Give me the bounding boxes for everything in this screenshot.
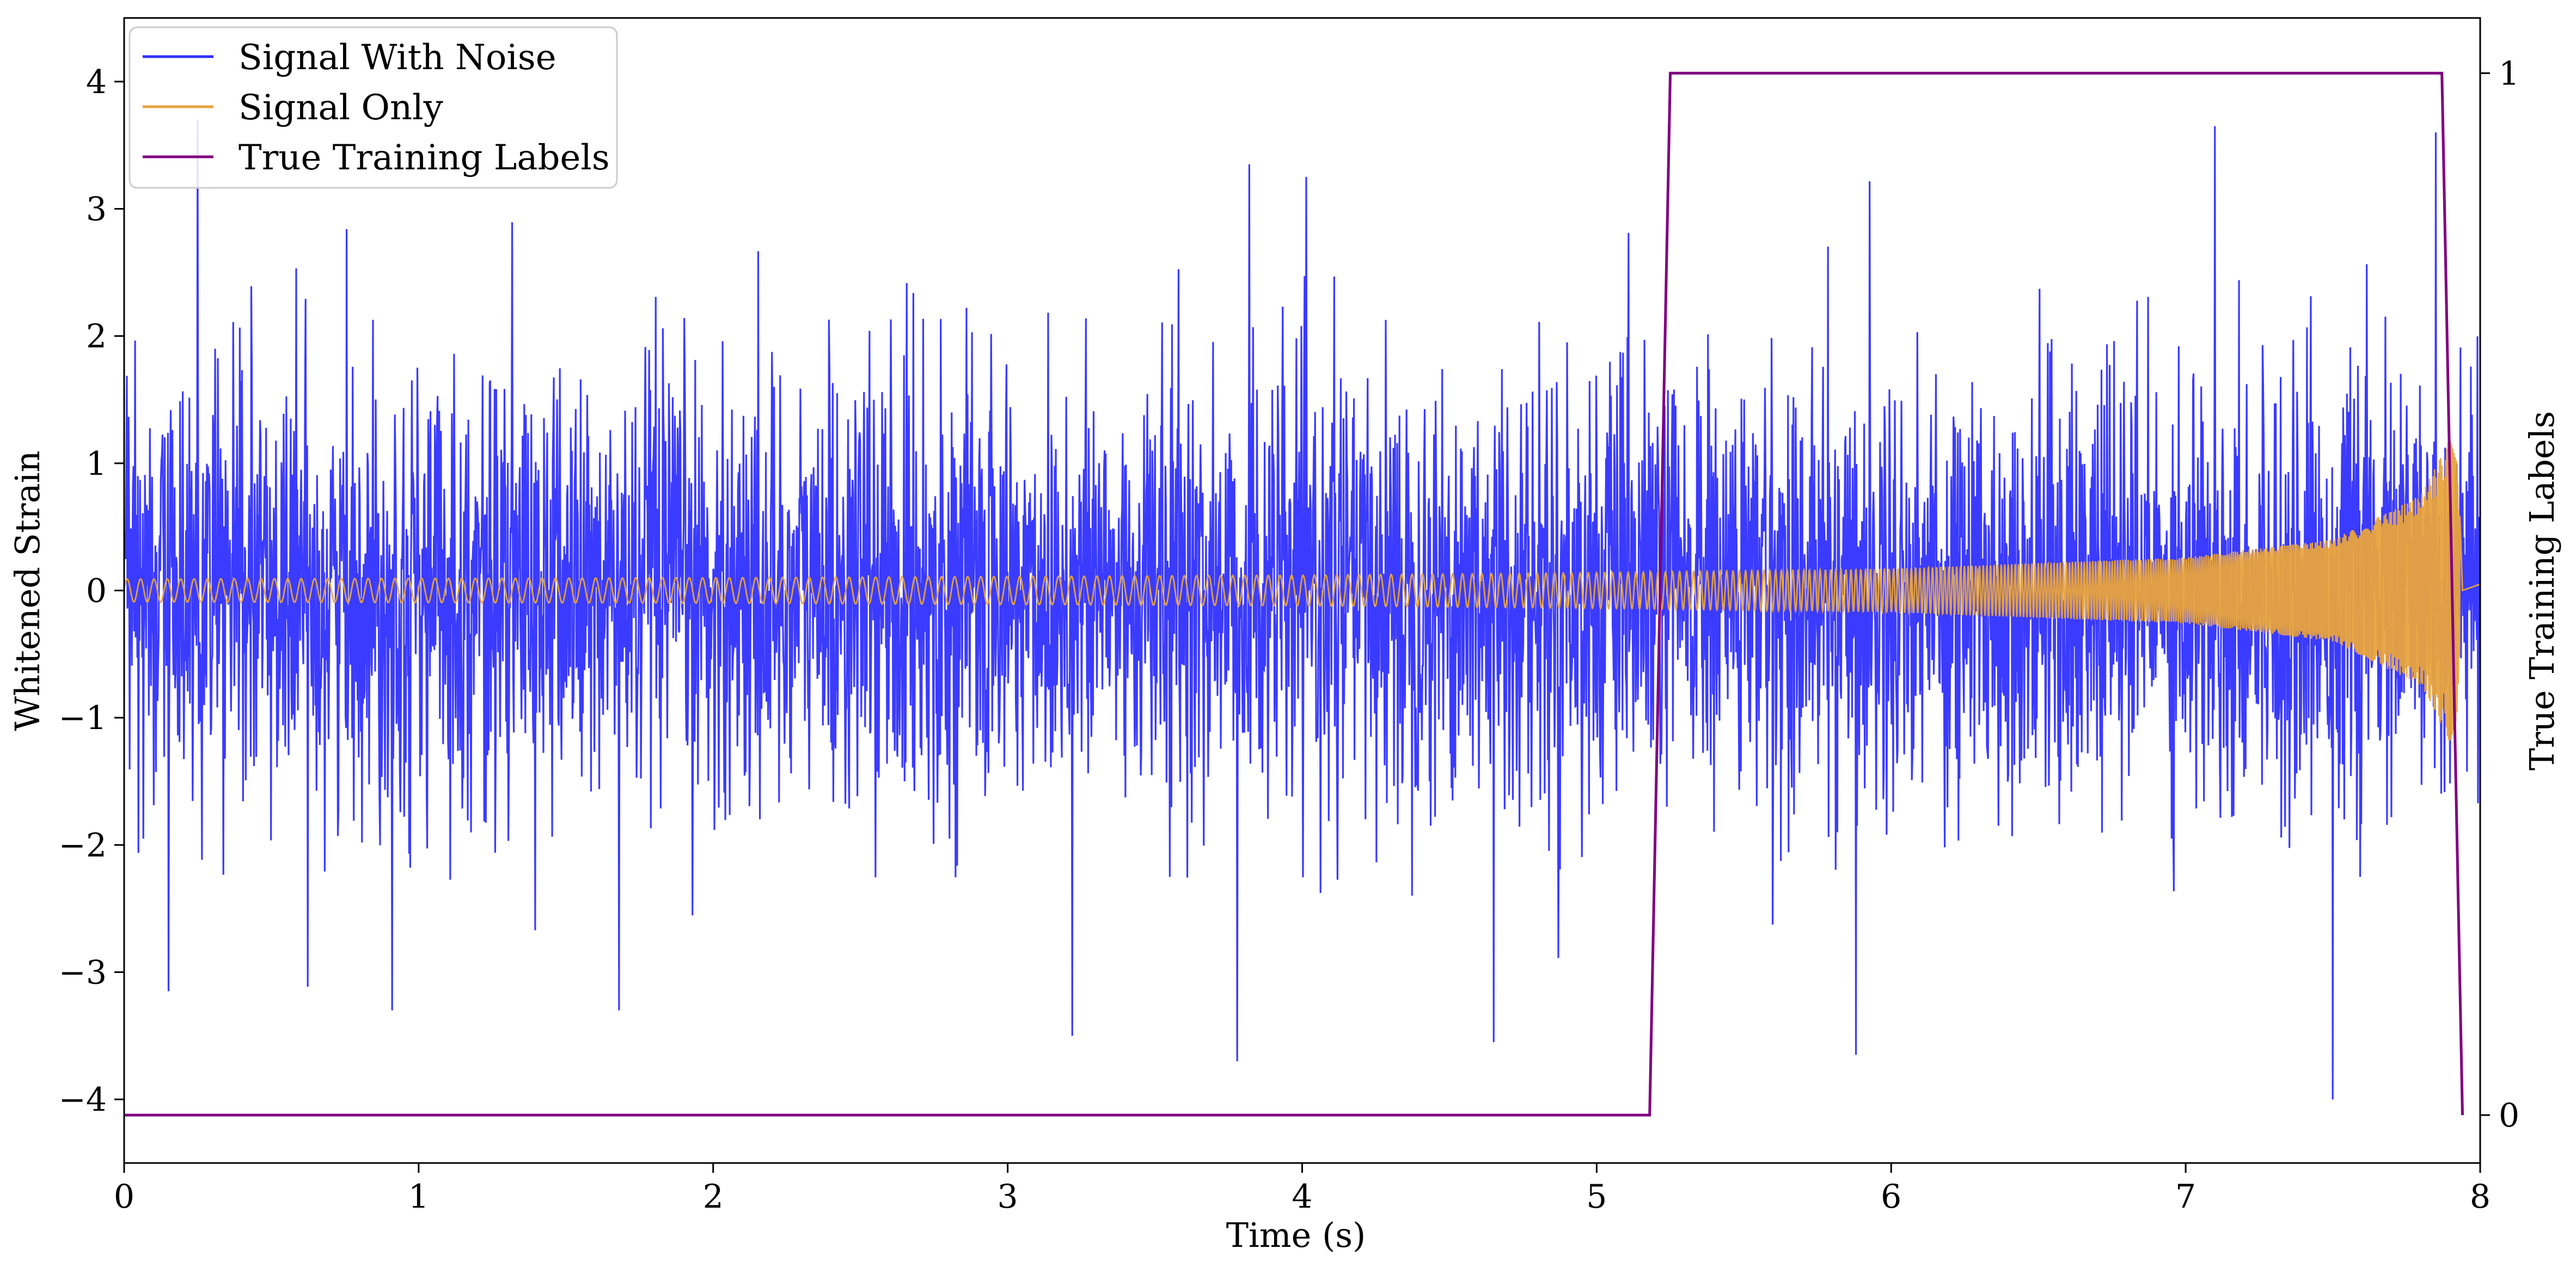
axes-layer: 0 1 2 3 4 5 6 7 8 4 3 2 1 0 −1 −2 −3 −4 1 0 <box>59 54 2520 1216</box>
y-tick-label: 0 <box>86 572 107 610</box>
y-tick-label: 1 <box>86 445 107 483</box>
series-layer <box>124 71 2480 1117</box>
y2-tick-label: 1 <box>2499 54 2519 93</box>
legend: Signal With Noise Signal Only True Train… <box>129 26 618 189</box>
y-tick-label: 4 <box>86 63 107 101</box>
x-tick-label: 2 <box>703 1178 724 1216</box>
y-tick-label: 2 <box>86 317 107 356</box>
x-tick-label: 7 <box>2175 1178 2196 1216</box>
y2-tick-label: 0 <box>2499 1097 2519 1135</box>
x-tick-label: 6 <box>1881 1178 1901 1216</box>
y-tick-label: 3 <box>86 191 107 229</box>
y-tick-label: −3 <box>59 954 107 992</box>
x-tick-label: 4 <box>1292 1178 1312 1216</box>
x-tick-label: 5 <box>1586 1178 1607 1216</box>
legend-label-signal-only: Signal Only <box>238 88 443 128</box>
x-tick-label: 3 <box>998 1178 1018 1216</box>
x-tick-label: 8 <box>2470 1178 2491 1216</box>
y2-axis-title: True Training Labels <box>2522 411 2562 770</box>
x-tick-label: 0 <box>114 1178 134 1216</box>
legend-label-signal-with-noise: Signal With Noise <box>238 38 556 78</box>
y-tick-label: −4 <box>59 1081 107 1119</box>
series-signal-only-line <box>124 440 2480 741</box>
y-axis-title: Whitened Strain <box>8 451 47 731</box>
y-tick-label: −1 <box>59 699 107 737</box>
x-tick-label: 1 <box>408 1178 429 1216</box>
x-axis-title: Time (s) <box>1226 1215 1366 1255</box>
y-tick-label: −2 <box>59 827 107 865</box>
series-signal-with-noise-line <box>124 119 2480 1100</box>
series-true-training-labels-line <box>124 71 2464 1117</box>
legend-label-true-training-labels: True Training Labels <box>238 138 610 178</box>
legend-box <box>129 26 618 189</box>
